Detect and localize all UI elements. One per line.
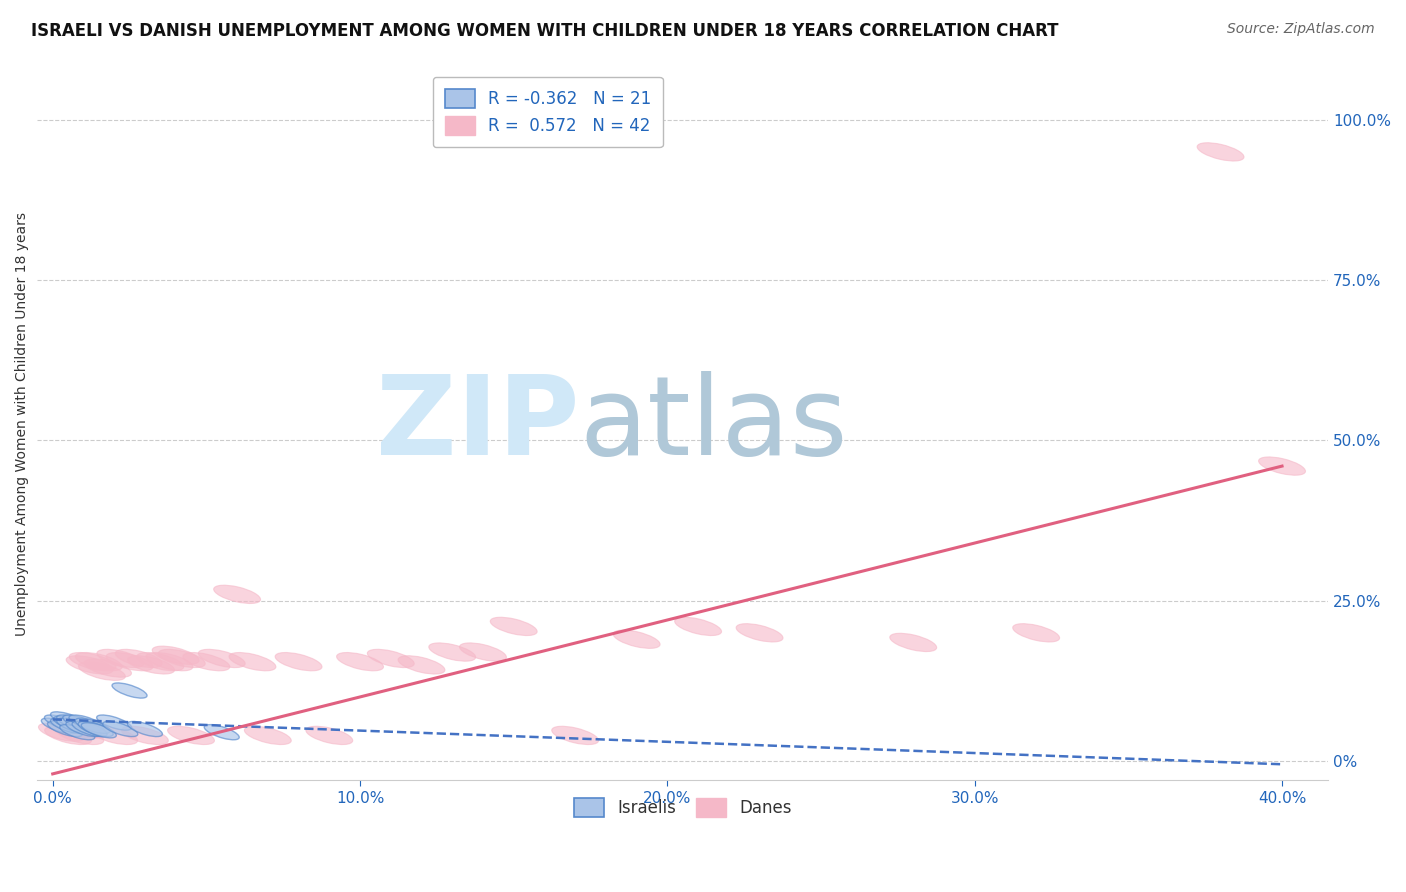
Y-axis label: Unemployment Among Women with Children Under 18 years: Unemployment Among Women with Children U… [15,212,30,636]
Ellipse shape [51,718,86,733]
Ellipse shape [53,716,89,731]
Ellipse shape [79,722,114,737]
Ellipse shape [112,683,148,698]
Ellipse shape [276,653,322,671]
Ellipse shape [66,656,112,674]
Ellipse shape [41,718,76,733]
Ellipse shape [429,643,475,661]
Ellipse shape [398,656,444,674]
Text: ISRAELI VS DANISH UNEMPLOYMENT AMONG WOMEN WITH CHILDREN UNDER 18 YEARS CORRELAT: ISRAELI VS DANISH UNEMPLOYMENT AMONG WOM… [31,22,1059,40]
Ellipse shape [1258,457,1305,475]
Ellipse shape [60,724,94,739]
Ellipse shape [152,646,200,665]
Ellipse shape [367,649,415,667]
Ellipse shape [51,712,86,727]
Ellipse shape [51,720,97,739]
Ellipse shape [336,653,384,671]
Ellipse shape [63,715,98,731]
Ellipse shape [245,726,291,745]
Ellipse shape [69,653,117,671]
Ellipse shape [146,653,193,671]
Ellipse shape [460,643,506,661]
Ellipse shape [48,722,83,737]
Text: atlas: atlas [579,371,848,478]
Ellipse shape [91,726,138,745]
Ellipse shape [79,662,125,681]
Ellipse shape [72,722,107,737]
Ellipse shape [97,715,132,731]
Ellipse shape [56,726,104,745]
Ellipse shape [121,726,169,745]
Ellipse shape [307,726,353,745]
Ellipse shape [229,653,276,671]
Text: Source: ZipAtlas.com: Source: ZipAtlas.com [1227,22,1375,37]
Ellipse shape [551,726,599,745]
Text: ZIP: ZIP [375,371,579,478]
Legend: Israelis, Danes: Israelis, Danes [565,789,800,825]
Ellipse shape [204,724,239,739]
Ellipse shape [128,656,174,674]
Ellipse shape [136,653,184,671]
Ellipse shape [38,723,86,741]
Ellipse shape [1012,624,1060,642]
Ellipse shape [60,720,107,739]
Ellipse shape [183,653,229,671]
Ellipse shape [45,715,79,731]
Ellipse shape [69,715,104,731]
Ellipse shape [82,723,117,738]
Ellipse shape [1197,143,1244,161]
Ellipse shape [45,726,91,745]
Ellipse shape [491,617,537,635]
Ellipse shape [214,585,260,604]
Ellipse shape [97,649,143,667]
Ellipse shape [56,718,91,733]
Ellipse shape [103,722,138,737]
Ellipse shape [198,649,245,667]
Ellipse shape [84,659,131,677]
Ellipse shape [167,726,215,745]
Ellipse shape [159,649,205,667]
Ellipse shape [105,653,153,671]
Ellipse shape [890,633,936,651]
Ellipse shape [115,649,162,667]
Ellipse shape [613,630,659,648]
Ellipse shape [128,722,163,737]
Ellipse shape [66,722,101,737]
Ellipse shape [76,653,122,671]
Ellipse shape [737,624,783,642]
Ellipse shape [75,718,110,733]
Ellipse shape [675,617,721,635]
Ellipse shape [56,715,91,731]
